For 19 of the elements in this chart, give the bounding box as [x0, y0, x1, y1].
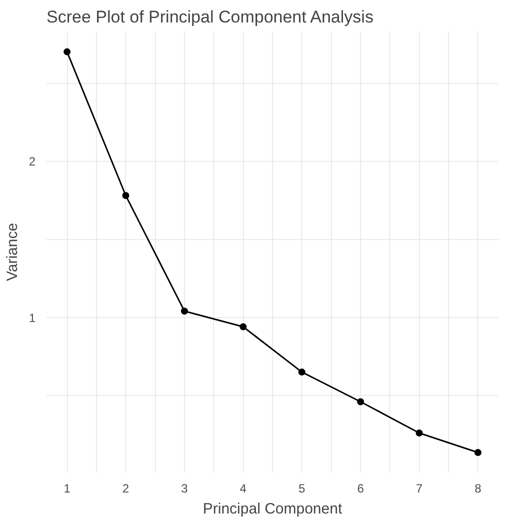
x-tick-label: 2 [122, 482, 130, 496]
point [298, 368, 306, 376]
point [357, 398, 364, 406]
point [180, 308, 188, 315]
chart-title: Scree Plot of Principal Component Analysis [46, 8, 374, 26]
x-tick-label: 7 [416, 482, 423, 496]
x-axis-title: Principal Component [202, 500, 343, 518]
x-tick-label: 4 [240, 482, 247, 496]
x-tick-label: 6 [357, 482, 364, 496]
point [122, 192, 130, 200]
y-axis-title: Variance [4, 222, 21, 282]
x-tick-label: 1 [64, 482, 71, 496]
x-tick-label: 3 [181, 482, 188, 496]
point [416, 429, 423, 436]
x-tick-label: 8 [474, 482, 482, 496]
point [474, 449, 482, 456]
x-tick-label: 5 [298, 482, 306, 496]
point [64, 48, 71, 56]
point [240, 323, 247, 330]
